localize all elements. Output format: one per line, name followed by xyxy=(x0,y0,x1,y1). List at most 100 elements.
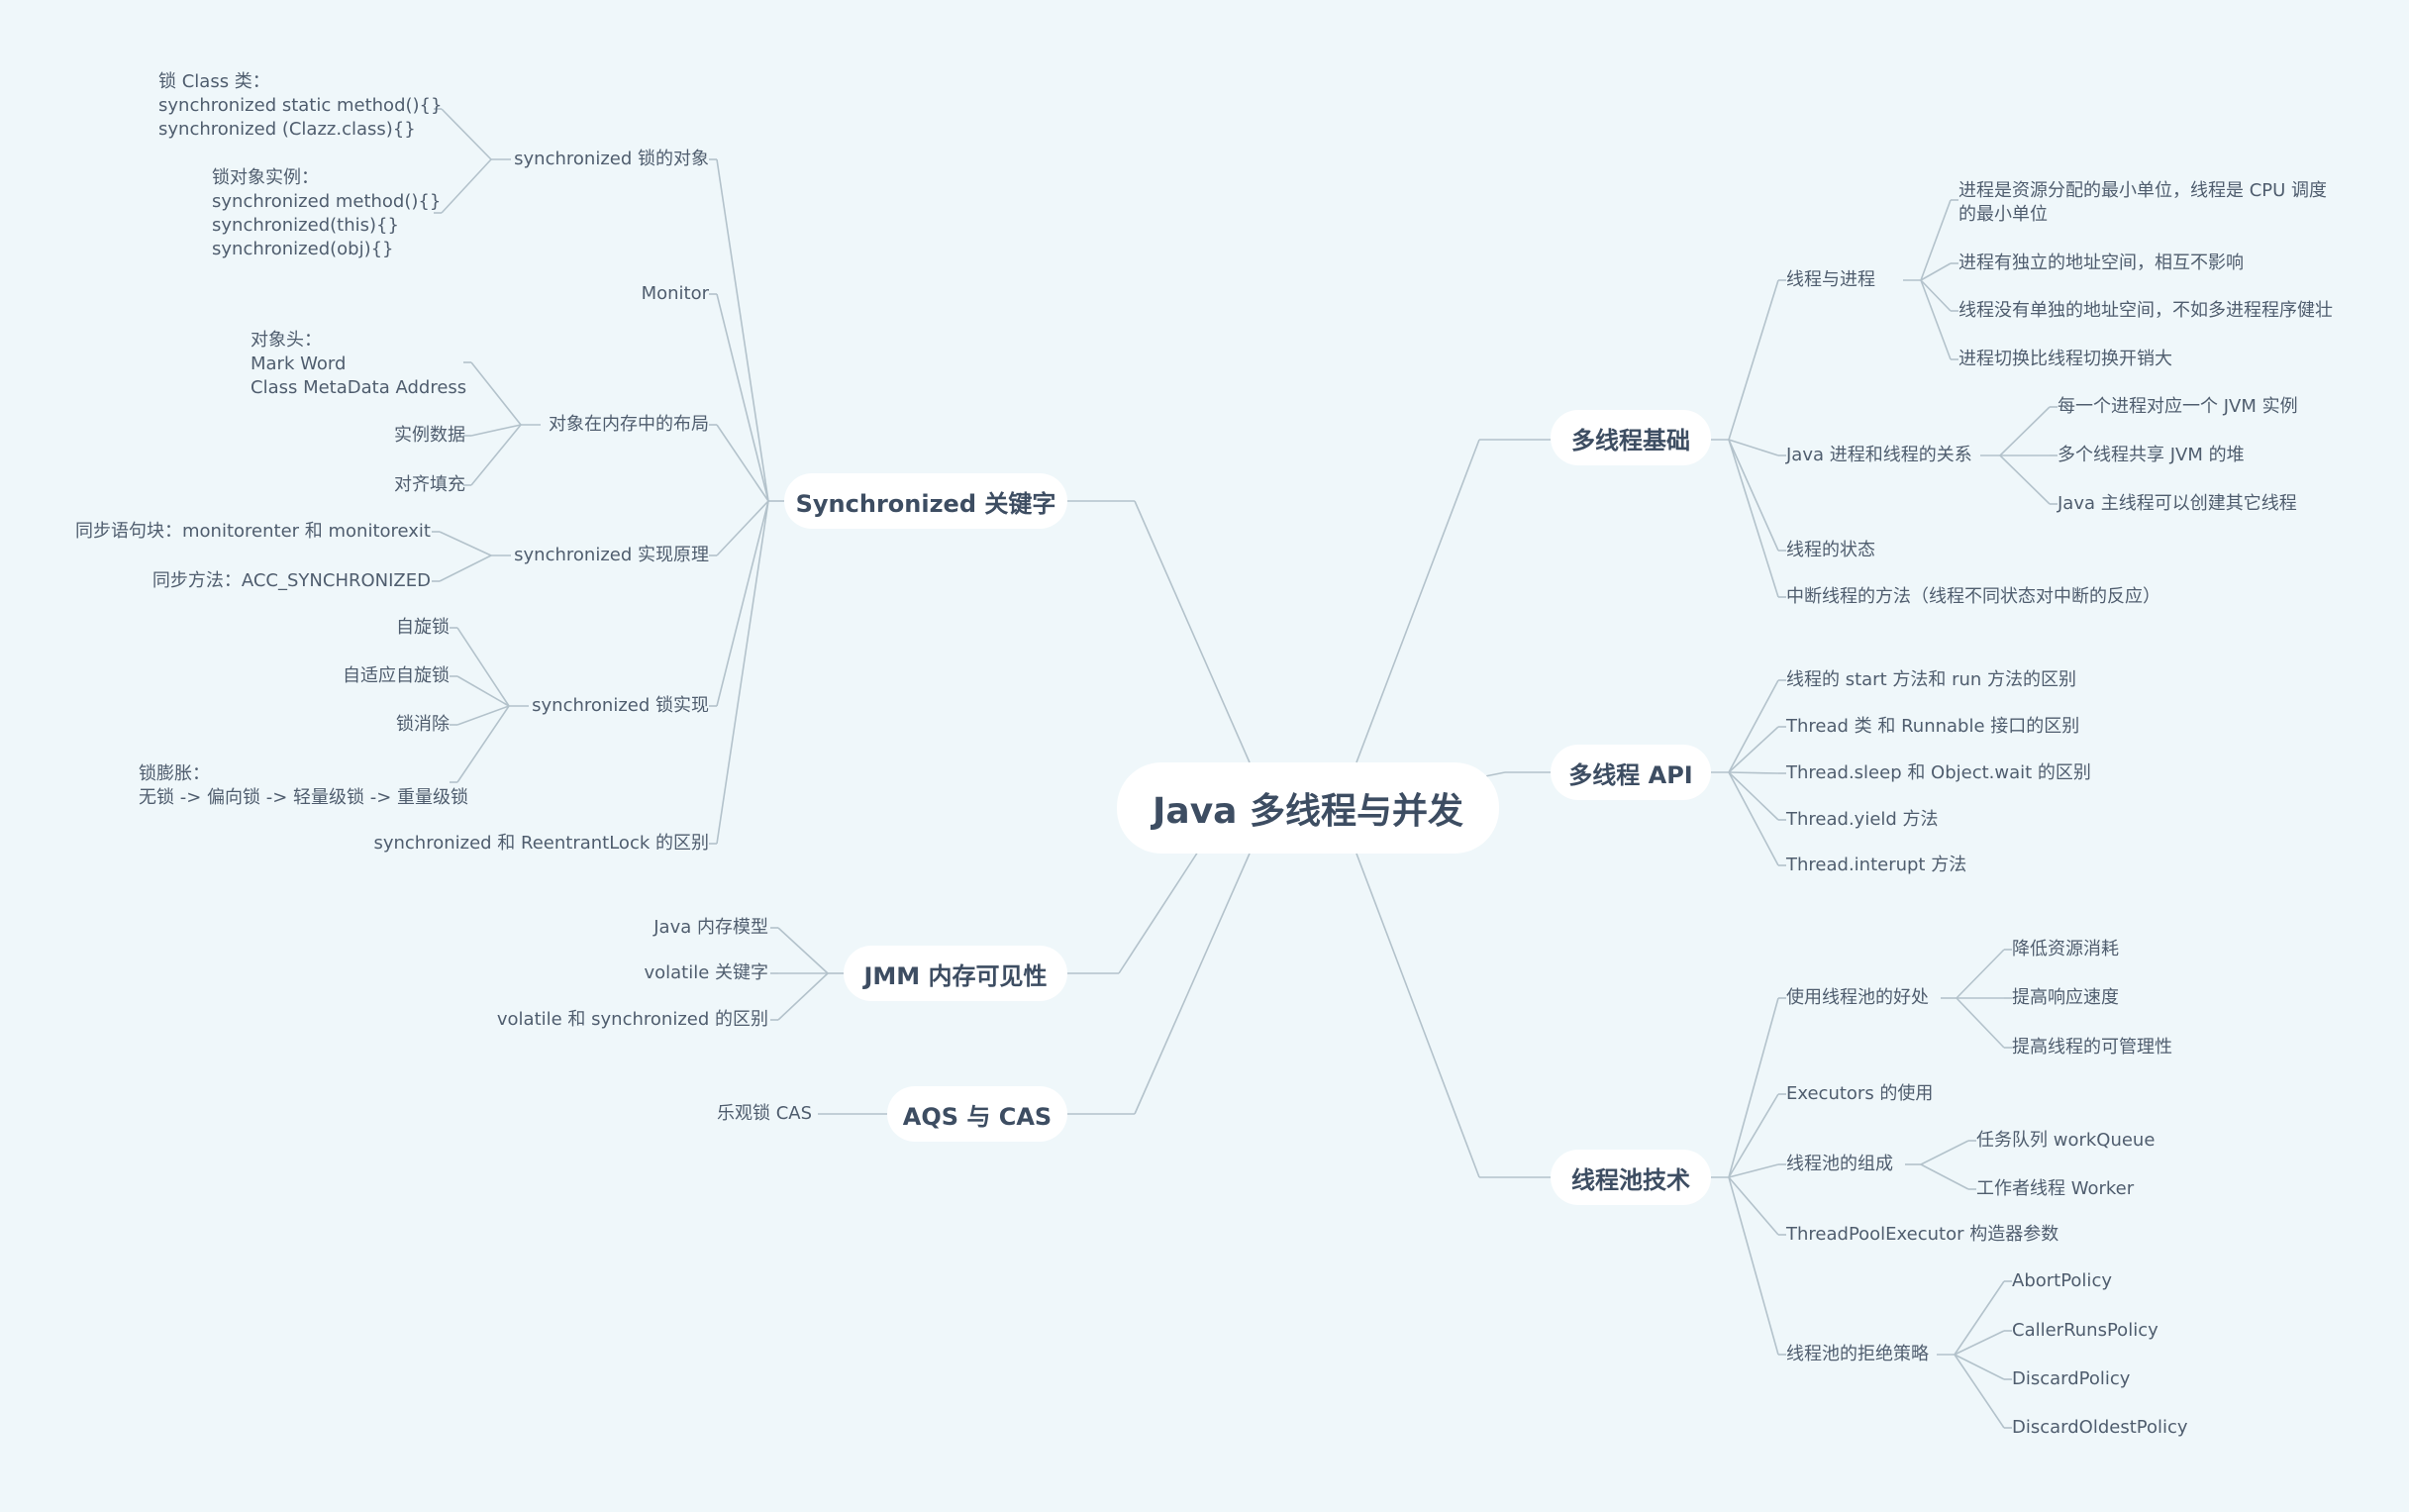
object-layout[interactable]: 对象在内存中的布局 xyxy=(549,414,709,435)
pool-composition[interactable]: 线程池的组成 xyxy=(1786,1154,1893,1174)
connector-line xyxy=(1728,1163,1779,1178)
jmm-item-3[interactable]: volatile 和 synchronized 的区别 xyxy=(496,1009,768,1030)
api-item-4[interactable]: Thread.yield 方法 xyxy=(1786,809,1939,830)
connector-line xyxy=(716,500,769,707)
connector-line xyxy=(470,361,522,426)
pool-benefits[interactable]: 使用线程池的好处 xyxy=(1786,987,1929,1008)
reject-1: AbortPolicy xyxy=(2012,1270,2112,1291)
connector-line xyxy=(1118,851,1199,974)
connector-line xyxy=(777,927,829,974)
branch-api[interactable]: 多线程 API xyxy=(1551,745,1711,800)
connector-line xyxy=(1999,454,2051,505)
connector-line xyxy=(1728,439,1779,456)
connector-line xyxy=(456,705,510,726)
benefit-3: 提高线程的可管理性 xyxy=(2012,1037,2172,1058)
tp-item-4: 进程切换比线程切换开销大 xyxy=(1958,349,2172,369)
connector-line xyxy=(441,158,492,214)
tp-item-3: 线程没有单独的地址空间，不如多进程程序健壮 xyxy=(1958,300,2333,321)
sync-principle[interactable]: synchronized 实现原理 xyxy=(514,545,709,565)
connector-line xyxy=(456,627,510,707)
object-header: 对象头： Mark Word Class MetaData Address xyxy=(251,330,467,398)
spin-lock: 自旋锁 xyxy=(396,617,450,638)
padding: 对齐填充 xyxy=(394,474,465,495)
instance-data: 实例数据 xyxy=(394,425,465,446)
connector-line xyxy=(1484,771,1506,777)
connector-line xyxy=(716,424,769,502)
thread-state[interactable]: 线程的状态 xyxy=(1786,540,1875,560)
reject-3: DiscardPolicy xyxy=(2012,1368,2131,1389)
reject-policy[interactable]: 线程池的拒绝策略 xyxy=(1786,1344,1929,1364)
branch-pool[interactable]: 线程池技术 xyxy=(1551,1150,1711,1205)
connector-line xyxy=(1920,199,1952,281)
monitor[interactable]: Monitor xyxy=(641,283,709,304)
connector-line xyxy=(1954,1280,2005,1356)
jvm-item-1: 每一个进程对应一个 JVM 实例 xyxy=(2058,396,2298,417)
connector-line xyxy=(441,108,492,160)
jvm-relation[interactable]: Java 进程和线程的关系 xyxy=(1786,445,1972,465)
api-item-2[interactable]: Thread 类 和 Runnable 接口的区别 xyxy=(1786,716,2080,737)
reject-4: DiscardOldestPolicy xyxy=(2012,1417,2188,1438)
api-item-5[interactable]: Thread.interupt 方法 xyxy=(1786,855,1967,875)
connector-line xyxy=(1728,1176,1779,1356)
branch-jmm[interactable]: JMM 内存可见性 xyxy=(844,946,1067,1001)
connector-line xyxy=(1920,279,1952,312)
benefit-1: 降低资源消耗 xyxy=(2012,939,2119,959)
connector-line xyxy=(777,972,829,1021)
api-item-1[interactable]: 线程的 start 方法和 run 方法的区别 xyxy=(1786,669,2077,690)
connector-line xyxy=(716,158,769,502)
sync-vs-reentrant[interactable]: synchronized 和 ReentrantLock 的区别 xyxy=(373,833,709,854)
tpe-params[interactable]: ThreadPoolExecutor 构造器参数 xyxy=(1786,1224,2059,1245)
connector-line xyxy=(1728,771,1779,866)
connector-line xyxy=(1355,853,1480,1178)
principle-1: 同步语句块：monitorenter 和 monitorexit xyxy=(75,521,431,542)
connector-line xyxy=(1728,726,1779,773)
lock-instance: 锁对象实例： synchronized method(){} synchroni… xyxy=(212,167,442,259)
connector-line xyxy=(470,424,522,437)
api-item-3[interactable]: Thread.sleep 和 Object.wait 的区别 xyxy=(1786,762,2091,783)
lock-elimination: 锁消除 xyxy=(396,714,450,735)
comp-2: 工作者线程 Worker xyxy=(1976,1178,2135,1199)
connector-line xyxy=(1920,1163,1969,1190)
jvm-item-3: Java 主线程可以创建其它线程 xyxy=(2058,493,2297,514)
adaptive-spin-lock: 自适应自旋锁 xyxy=(343,665,450,686)
connector-line xyxy=(1134,853,1251,1115)
connector-line xyxy=(1728,997,1779,1178)
branch-aqs-cas[interactable]: AQS 与 CAS xyxy=(887,1086,1067,1142)
thread-interrupt[interactable]: 中断线程的方法（线程不同状态对中断的反应） xyxy=(1786,586,2160,607)
principle-2: 同步方法：ACC_SYNCHRONIZED xyxy=(151,570,431,591)
connector-line xyxy=(470,424,522,486)
root-node[interactable]: Java 多线程与并发 xyxy=(1117,762,1499,854)
tp-item-1: 进程是资源分配的最小单位，线程是 CPU 调度 的最小单位 xyxy=(1958,180,2328,225)
jmm-item-2[interactable]: volatile 关键字 xyxy=(644,962,768,983)
executors-usage[interactable]: Executors 的使用 xyxy=(1786,1083,1934,1104)
tp-item-2: 进程有独立的地址空间，相互不影响 xyxy=(1958,252,2244,273)
lock-inflation: 锁膨胀： 无锁 -> 偏向锁 -> 轻量级锁 -> 重量级锁 xyxy=(139,763,469,808)
connector-line xyxy=(1954,1354,2005,1429)
connector-line xyxy=(1728,1176,1779,1236)
jmm-item-1[interactable]: Java 内存模型 xyxy=(653,917,768,938)
comp-1: 任务队列 workQueue xyxy=(1976,1130,2156,1151)
thread-vs-process[interactable]: 线程与进程 xyxy=(1786,269,1875,290)
connector-line xyxy=(439,554,492,582)
branch-synchronized[interactable]: Synchronized 关键字 xyxy=(784,473,1067,529)
connector-line xyxy=(1728,439,1779,598)
connector-line xyxy=(716,500,769,556)
lock-class: 锁 Class 类： synchronized static method(){… xyxy=(158,71,443,140)
connector-line xyxy=(716,500,769,845)
sync-impl[interactable]: synchronized 锁实现 xyxy=(532,695,709,716)
sync-lock-object[interactable]: synchronized 锁的对象 xyxy=(514,149,709,169)
branch-basics[interactable]: 多线程基础 xyxy=(1551,410,1711,465)
connector-line xyxy=(456,705,510,783)
connector-line xyxy=(1728,279,1779,441)
connector-line xyxy=(1956,997,2005,1049)
connector-line xyxy=(1728,1093,1779,1178)
connector-line xyxy=(1728,439,1779,552)
reject-2: CallerRunsPolicy xyxy=(2012,1320,2158,1341)
connector-line xyxy=(1920,279,1952,360)
aqs-item-1[interactable]: 乐观锁 CAS xyxy=(716,1103,812,1124)
connector-line xyxy=(456,675,510,707)
connector-line xyxy=(439,531,492,556)
connector-line xyxy=(1355,439,1480,763)
